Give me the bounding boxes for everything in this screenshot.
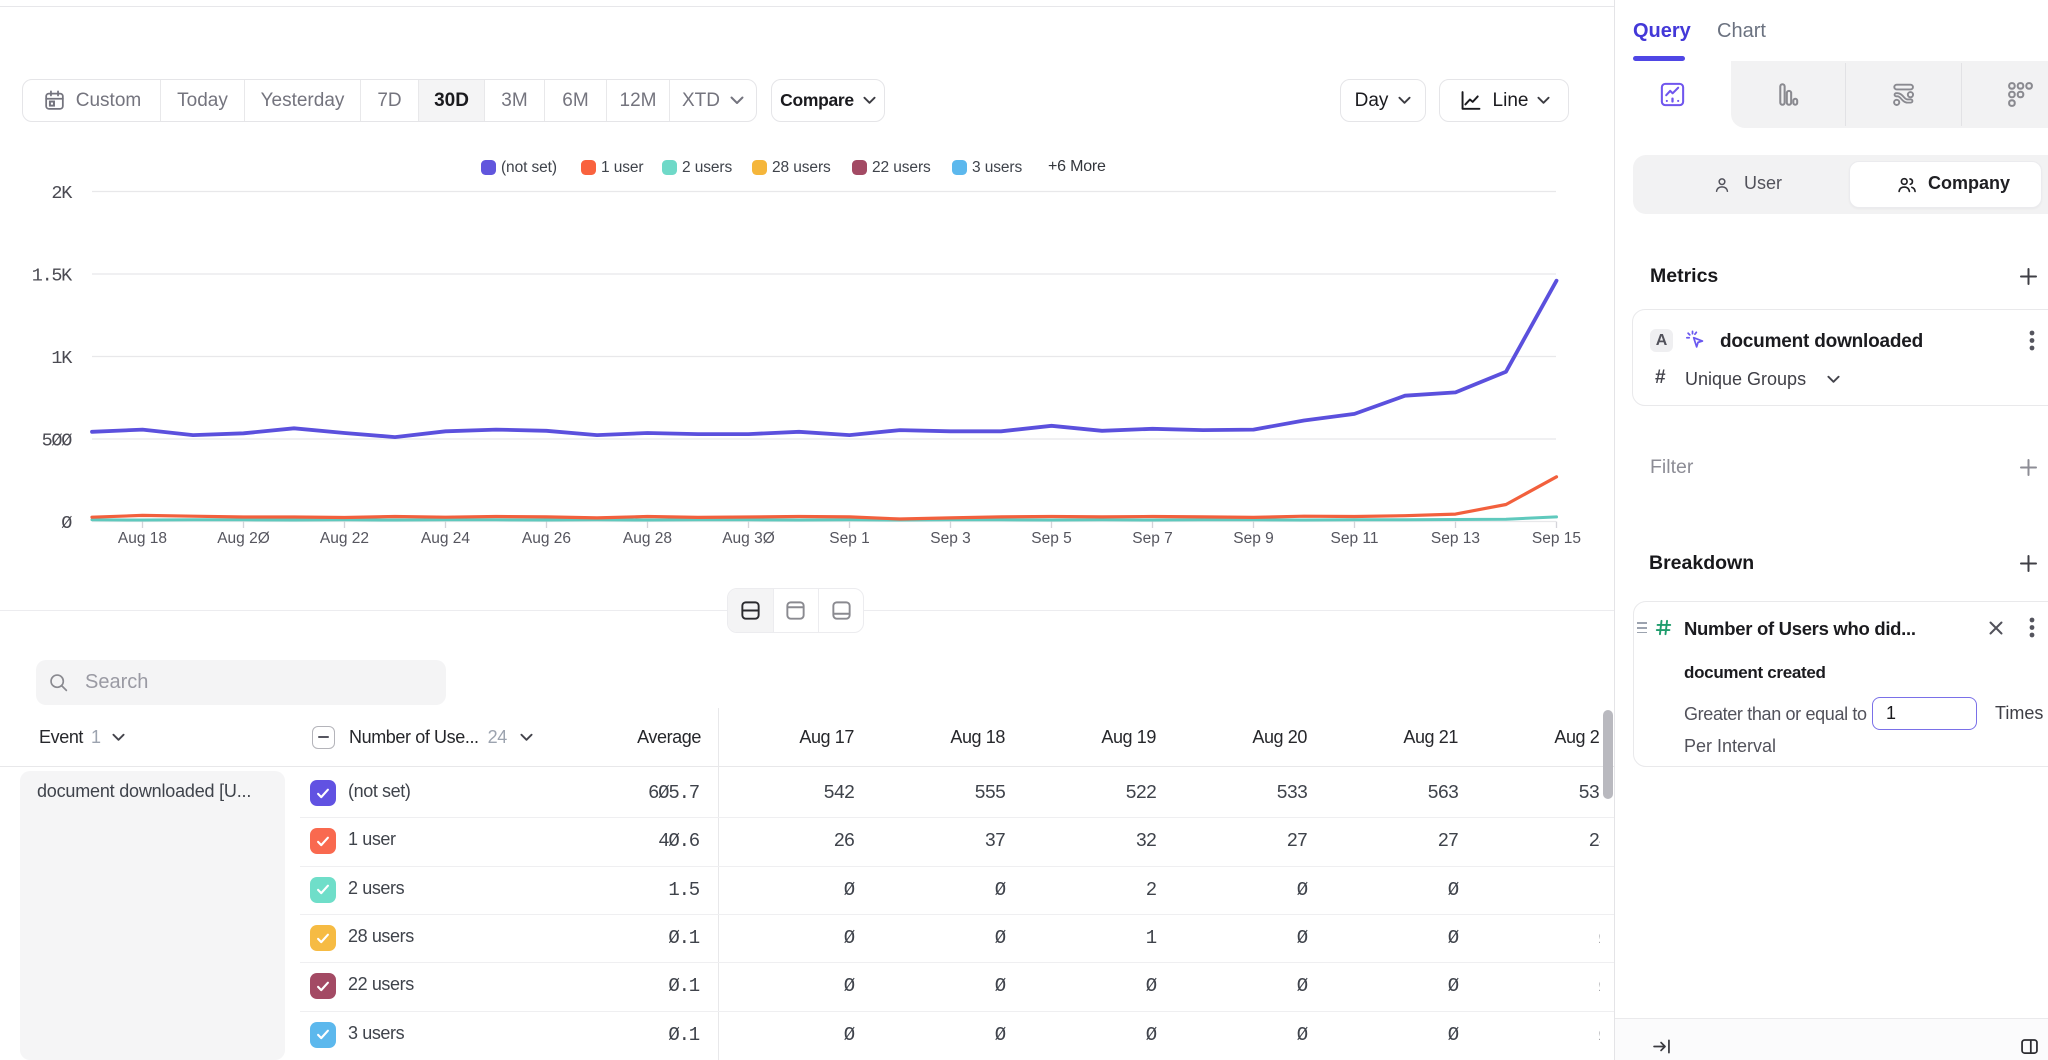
svg-text:Sep 9: Sep 9	[1233, 530, 1274, 547]
svg-text:5ØØ: 5ØØ	[42, 431, 73, 452]
svg-text:Sep 5: Sep 5	[1031, 530, 1072, 547]
svg-text:Aug 3Ø: Aug 3Ø	[722, 530, 775, 547]
svg-text:Sep 3: Sep 3	[930, 530, 971, 547]
svg-text:2K: 2K	[51, 183, 73, 204]
svg-text:Sep 1: Sep 1	[829, 530, 870, 547]
svg-text:Ø: Ø	[61, 513, 72, 534]
svg-text:Aug 28: Aug 28	[623, 530, 672, 547]
svg-text:Sep 7: Sep 7	[1132, 530, 1173, 547]
svg-text:Aug 2Ø: Aug 2Ø	[217, 530, 270, 547]
svg-text:Aug 26: Aug 26	[522, 530, 571, 547]
svg-text:Sep 13: Sep 13	[1431, 530, 1480, 547]
svg-text:Sep 11: Sep 11	[1331, 530, 1379, 547]
svg-text:Aug 24: Aug 24	[421, 530, 471, 547]
svg-text:1K: 1K	[51, 348, 73, 369]
svg-text:Sep 15: Sep 15	[1532, 530, 1581, 547]
svg-text:Aug 22: Aug 22	[320, 530, 369, 547]
svg-text:Aug 18: Aug 18	[118, 530, 167, 547]
svg-text:1.5K: 1.5K	[32, 266, 73, 287]
